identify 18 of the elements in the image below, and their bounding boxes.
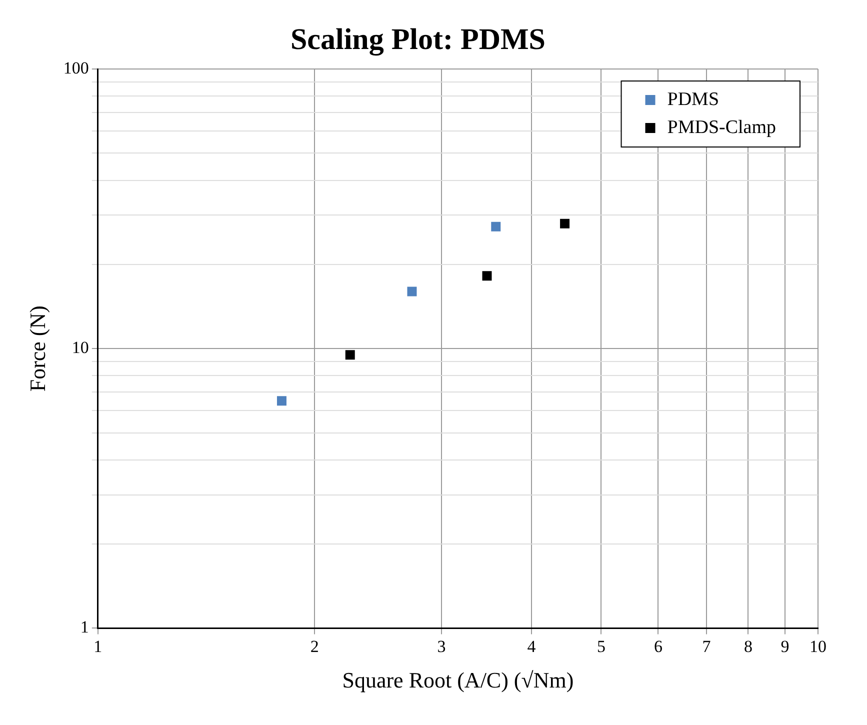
x-tick-label: 2 — [310, 636, 319, 656]
x-tick-label: 6 — [654, 636, 662, 656]
x-tick-label: 3 — [437, 636, 446, 656]
x-tick-label: 9 — [780, 636, 790, 656]
legend-label: PMDS-Clamp — [667, 116, 776, 138]
y-tick-label: 100 — [63, 58, 89, 78]
x-tick-label: 1 — [94, 636, 102, 656]
y-tick-label: 1 — [80, 618, 89, 637]
x-tick-label: 10 — [810, 636, 826, 656]
chart-title: Scaling Plot: PDMS — [290, 22, 546, 56]
x-tick-label: 8 — [744, 636, 752, 656]
y-tick-label: 10 — [72, 338, 89, 358]
x-tick-label: 4 — [527, 636, 536, 656]
x-axis-title: Square Root (A/C) (√Nm) — [342, 668, 574, 693]
y-axis-title: Force (N) — [24, 306, 50, 392]
x-tick-label: 7 — [702, 636, 712, 656]
legend-label: PDMS — [667, 88, 720, 110]
x-tick-label: 5 — [596, 636, 606, 656]
